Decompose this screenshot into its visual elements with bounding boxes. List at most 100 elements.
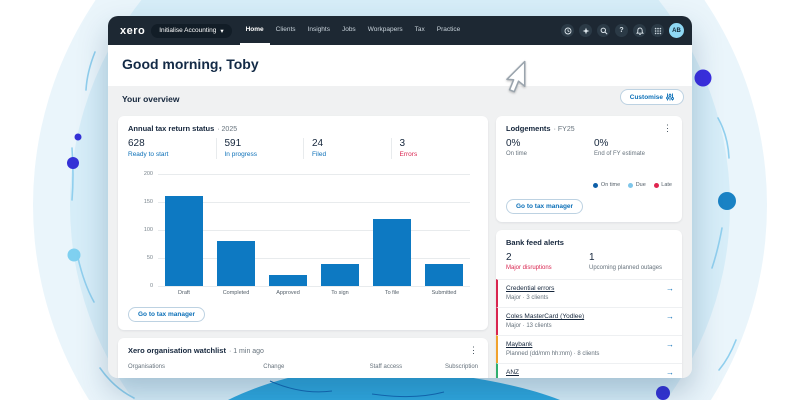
chart-x-label: Draft: [178, 290, 190, 296]
chart-y-tick: 100: [143, 227, 153, 233]
bar-to-sign[interactable]: [321, 263, 359, 286]
alert-row-credential-errors[interactable]: Credential errors Major · 3 clients →: [496, 279, 682, 307]
tab-tax[interactable]: Tax: [414, 26, 425, 33]
card-title: Xero organisation watchlist: [128, 346, 226, 355]
help-icon[interactable]: ?: [615, 24, 628, 37]
go-to-tax-manager-button[interactable]: Go to tax manager: [128, 307, 206, 322]
lodgements-card: Lodgements · FY25 ⋮ 0% On time 0% End of…: [496, 116, 682, 222]
chart-gridline: [158, 174, 470, 175]
stat-on-time: 0% On time: [506, 138, 528, 157]
bank-feed-alerts-card: Bank feed alerts 2 Major disruptions 1 U…: [496, 230, 682, 378]
stat-filed: 24 Filed: [303, 138, 391, 159]
legend-due: Due: [628, 182, 646, 188]
column-subscription: Subscription: [444, 364, 478, 370]
organisation-watchlist-card: Xero organisation watchlist · 1 min ago …: [118, 338, 488, 378]
customise-button[interactable]: Customise: [619, 89, 684, 105]
page-title: Good morning, Toby: [122, 56, 259, 72]
tab-workpapers[interactable]: Workpapers: [367, 26, 403, 33]
bar-slot: Approved: [269, 174, 307, 296]
stat-ready-to-start: 628 Ready to start: [128, 138, 169, 158]
chart-bars: Draft Completed Approved To sign To file Subm…: [158, 174, 470, 296]
arrow-right-icon: →: [666, 312, 674, 321]
notifications-icon[interactable]: [633, 24, 646, 37]
bar-approved[interactable]: [269, 274, 307, 286]
avatar[interactable]: AB: [669, 23, 684, 38]
go-to-tax-manager-button[interactable]: Go to tax manager: [506, 199, 584, 214]
bar-to-file[interactable]: [373, 218, 411, 286]
chart-x-label: To file: [384, 290, 400, 296]
search-icon[interactable]: [597, 24, 610, 37]
bar-slot: Completed: [217, 174, 255, 296]
arrow-right-icon: →: [666, 284, 674, 293]
stat-end-of-fy: 0% End of FY estimate: [594, 138, 645, 157]
chart-gridline: [158, 230, 470, 231]
stat-in-progress: 591 In progress: [215, 138, 304, 159]
tab-jobs[interactable]: Jobs: [341, 26, 356, 33]
card-timestamp: · 1 min ago: [228, 348, 264, 355]
alert-link[interactable]: Coles MasterCard (Yodlee): [506, 313, 585, 320]
bar-slot: To file: [373, 174, 411, 296]
alert-row-maybank[interactable]: Maybank Planned (dd/mm hh:mm) · 8 client…: [496, 335, 682, 363]
stat-major-disruptions: 2 Major disruptions: [506, 252, 552, 271]
column-change: Change: [263, 364, 285, 370]
chart-y-tick: 200: [143, 171, 153, 177]
apps-grid-icon[interactable]: [651, 24, 664, 37]
alert-row-coles-mastercard[interactable]: Coles MasterCard (Yodlee) Major · 13 cli…: [496, 307, 682, 335]
history-icon[interactable]: [561, 24, 574, 37]
bar-slot: Submitted: [425, 174, 463, 296]
tab-home[interactable]: Home: [239, 16, 270, 45]
dashboard-body: Your overview Customise Annual tax retur…: [108, 86, 692, 378]
legend-dot: [593, 182, 599, 188]
watchlist-column-headers: Organisations Change Staff access Subscr…: [128, 364, 478, 370]
alert-link[interactable]: Maybank: [506, 341, 533, 348]
sparkle-icon[interactable]: [579, 24, 592, 37]
legend-dot: [653, 182, 659, 188]
nav-tabs: Home Clients Insights Jobs Workpapers Ta…: [239, 16, 467, 45]
lodgements-stats: 0% On time 0% End of FY estimate: [506, 138, 672, 159]
column-staff-access: Staff access: [369, 364, 403, 370]
bar-slot: To sign: [321, 174, 359, 296]
card-title: Bank feed alerts: [506, 238, 564, 247]
app-window: xero Initialise Accounting ▾ Home Client…: [108, 16, 692, 378]
org-selector[interactable]: Initialise Accounting ▾: [151, 23, 232, 38]
chart-gridline: [158, 202, 470, 203]
chart-y-tick: 0: [149, 283, 153, 289]
tab-insights[interactable]: Insights: [307, 26, 330, 33]
alert-row-anz[interactable]: ANZ Resolved · 18 clients →: [496, 363, 682, 378]
tax-stats: 628 Ready to start 591 In progress 24 Fi…: [128, 138, 478, 159]
card-period: · 2025: [217, 126, 238, 133]
bar-completed[interactable]: [217, 241, 255, 286]
column-organisations: Organisations: [128, 364, 166, 370]
chart-y-tick: 150: [143, 199, 153, 205]
customise-label: Customise: [629, 93, 663, 101]
chart-x-label: Completed: [222, 290, 250, 296]
xero-logo[interactable]: xero: [120, 24, 146, 37]
stat-planned-outages: 1 Upcoming planned outages: [589, 252, 663, 271]
kebab-menu-icon[interactable]: ⋮: [663, 123, 672, 133]
bar-slot: Draft: [165, 174, 203, 296]
alert-list: Credential errors Major · 3 clients → Co…: [496, 279, 682, 378]
stat-errors: 3 Errors: [390, 138, 479, 159]
chart-gridline: [158, 258, 470, 259]
chart-y-tick: 50: [146, 255, 153, 261]
nav-utilities: ? AB: [561, 23, 684, 38]
chart-x-label: Approved: [276, 290, 300, 296]
chart-x-label: Submitted: [431, 290, 457, 296]
arrow-right-icon: →: [666, 340, 674, 349]
bank-feed-stats: 2 Major disruptions 1 Upcoming planned o…: [506, 252, 672, 273]
header-band: Good morning, Toby: [108, 45, 692, 86]
chart-gridline: [158, 286, 470, 287]
bar-draft[interactable]: [165, 196, 203, 286]
alert-link[interactable]: ANZ: [506, 369, 519, 376]
kebab-menu-icon[interactable]: ⋮: [469, 345, 478, 355]
tab-clients[interactable]: Clients: [275, 26, 296, 33]
card-period: · FY25: [553, 126, 575, 133]
alert-link[interactable]: Credential errors: [506, 285, 555, 292]
legend-on-time: On time: [593, 182, 620, 188]
card-title: Annual tax return status: [128, 124, 215, 133]
bar-submitted[interactable]: [425, 263, 463, 286]
arrow-right-icon: →: [666, 368, 674, 377]
tab-practice[interactable]: Practice: [436, 26, 461, 33]
card-title: Lodgements: [506, 124, 551, 133]
